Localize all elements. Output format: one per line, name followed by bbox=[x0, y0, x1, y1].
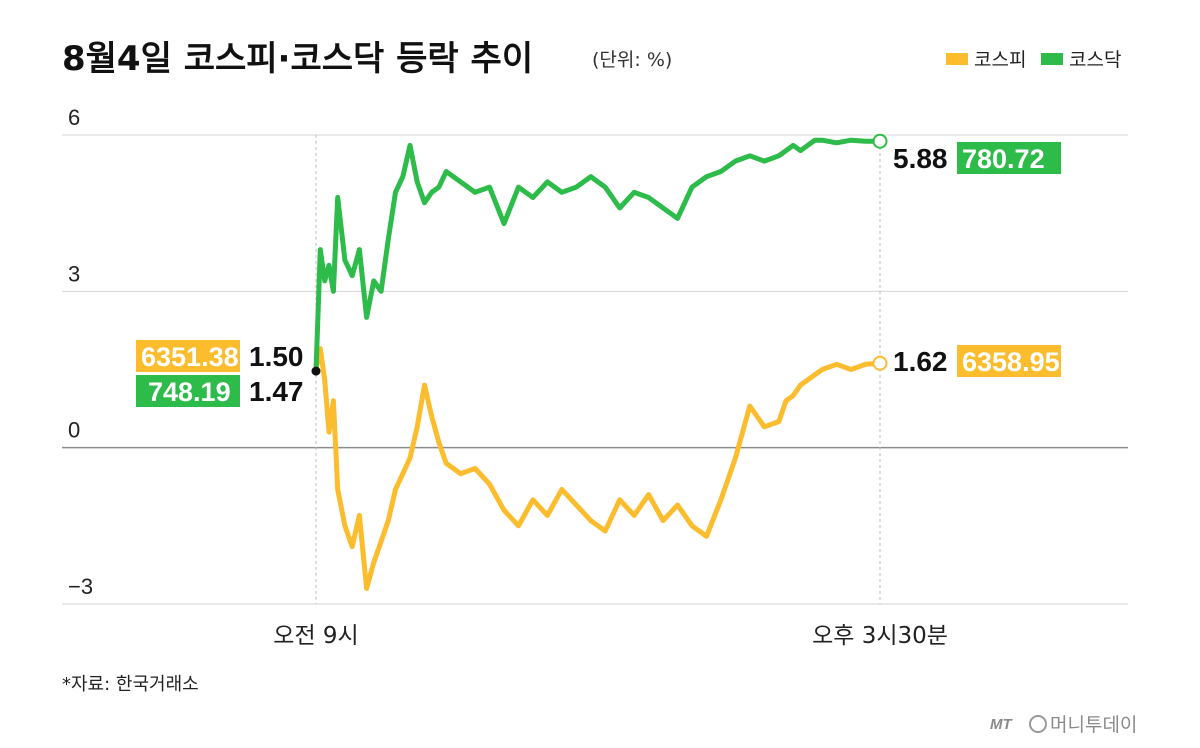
kosdaq-start-pct: 1.47 bbox=[249, 376, 304, 407]
kosdaq-end-marker bbox=[872, 133, 888, 149]
kospi-end-index-box bbox=[957, 345, 1061, 377]
kosdaq-end-index: 780.72 bbox=[962, 144, 1045, 174]
y-tick-label: 0 bbox=[68, 418, 80, 443]
legend-kospi-swatch bbox=[946, 53, 968, 65]
open-marker bbox=[311, 366, 321, 376]
kosdaq-start-index: 748.19 bbox=[148, 377, 231, 407]
logo-mark: MT bbox=[990, 716, 1013, 733]
y-tick-label: −3 bbox=[68, 574, 93, 599]
kospi-start-index-box bbox=[136, 340, 240, 372]
kospi-end-marker bbox=[872, 355, 888, 371]
chart-title: 8월4일 코스피·코스닥 등락 추이 bbox=[62, 39, 533, 79]
kospi-start-pct: 1.50 bbox=[249, 341, 304, 372]
source-note: *자료: 한국거래소 bbox=[62, 674, 199, 695]
logo-circle-icon bbox=[1029, 715, 1047, 733]
kospi-end-index: 6358.95 bbox=[962, 347, 1060, 377]
logo-text: 머니투데이 bbox=[1050, 714, 1137, 736]
legend-kosdaq-swatch bbox=[1041, 53, 1063, 65]
kosdaq-start-index-box bbox=[136, 375, 240, 407]
y-tick-label: 3 bbox=[68, 261, 80, 286]
kosdaq-line bbox=[313, 137, 883, 374]
unit-label: (단위: %) bbox=[592, 49, 672, 71]
kosdaq-end-index-box bbox=[957, 142, 1061, 174]
kosdaq-end-pct: 5.88 bbox=[893, 143, 948, 174]
series-layer bbox=[311, 133, 888, 591]
kospi-end-pct: 1.62 bbox=[893, 346, 948, 377]
y-tick-label: 6 bbox=[68, 105, 80, 130]
legend-kosdaq-label: 코스닥 bbox=[1069, 49, 1121, 71]
x-tick-label: 오전 9시 bbox=[273, 623, 358, 649]
kospi-start-index: 6351.38 bbox=[141, 342, 239, 372]
logo: MT 머니투데이 bbox=[990, 714, 1137, 736]
kospi-line bbox=[313, 346, 883, 591]
x-guidelines bbox=[315, 135, 881, 604]
x-axis-ticks: 오전 9시 오후 3시30분 bbox=[273, 623, 948, 649]
gridlines bbox=[62, 134, 1128, 605]
x-tick-label: 오후 3시30분 bbox=[812, 623, 948, 649]
y-axis-ticks: 6 3 0 −3 bbox=[68, 105, 93, 599]
legend-kospi-label: 코스피 bbox=[974, 49, 1026, 71]
